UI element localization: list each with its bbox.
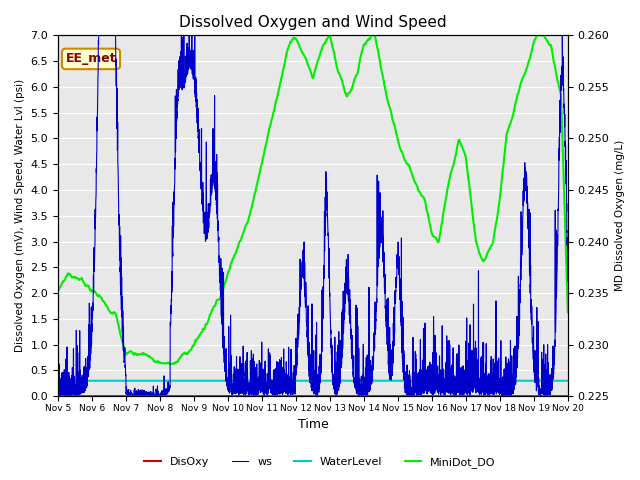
MiniDot_DO	[326, 33, 333, 38]
WaterLevel	[564, 378, 572, 384]
WaterLevel	[54, 378, 62, 384]
WaterLevel	[196, 378, 204, 384]
DisOxy	[163, 393, 171, 399]
ws	[564, 278, 572, 284]
MiniDot_DO	[166, 361, 173, 367]
ws	[54, 351, 62, 357]
ws	[95, 33, 102, 38]
ws	[372, 316, 380, 322]
WaterLevel	[163, 378, 171, 384]
Text: EE_met: EE_met	[66, 52, 116, 65]
DisOxy	[362, 393, 370, 399]
Title: Dissolved Oxygen and Wind Speed: Dissolved Oxygen and Wind Speed	[179, 15, 447, 30]
DisOxy	[196, 393, 204, 399]
WaterLevel	[564, 378, 572, 384]
MiniDot_DO	[380, 81, 388, 86]
MiniDot_DO	[564, 309, 572, 315]
MiniDot_DO	[442, 195, 450, 201]
ws	[363, 392, 371, 398]
DisOxy	[54, 393, 62, 399]
ws	[164, 391, 172, 396]
DisOxy	[564, 393, 572, 399]
MiniDot_DO	[54, 288, 62, 293]
DisOxy	[516, 393, 524, 399]
WaterLevel	[371, 378, 379, 384]
ws	[564, 267, 572, 273]
WaterLevel	[516, 378, 524, 384]
MiniDot_DO	[86, 285, 93, 291]
ws	[143, 393, 151, 399]
DisOxy	[371, 393, 379, 399]
Line: ws: ws	[58, 36, 568, 396]
ws	[197, 160, 205, 166]
X-axis label: Time: Time	[298, 419, 328, 432]
MiniDot_DO	[351, 75, 359, 81]
MiniDot_DO	[495, 206, 502, 212]
MiniDot_DO	[365, 37, 372, 43]
Y-axis label: Dissolved Oxygen (mV), Wind Speed, Water Lvl (psi): Dissolved Oxygen (mV), Wind Speed, Water…	[15, 79, 25, 352]
ws	[516, 287, 524, 292]
Y-axis label: MD Dissolved Oxygen (mg/L): MD Dissolved Oxygen (mg/L)	[615, 140, 625, 291]
Line: MiniDot_DO: MiniDot_DO	[58, 36, 568, 364]
Legend: DisOxy, ws, WaterLevel, MiniDot_DO: DisOxy, ws, WaterLevel, MiniDot_DO	[140, 452, 500, 472]
DisOxy	[564, 393, 572, 399]
WaterLevel	[362, 378, 370, 384]
